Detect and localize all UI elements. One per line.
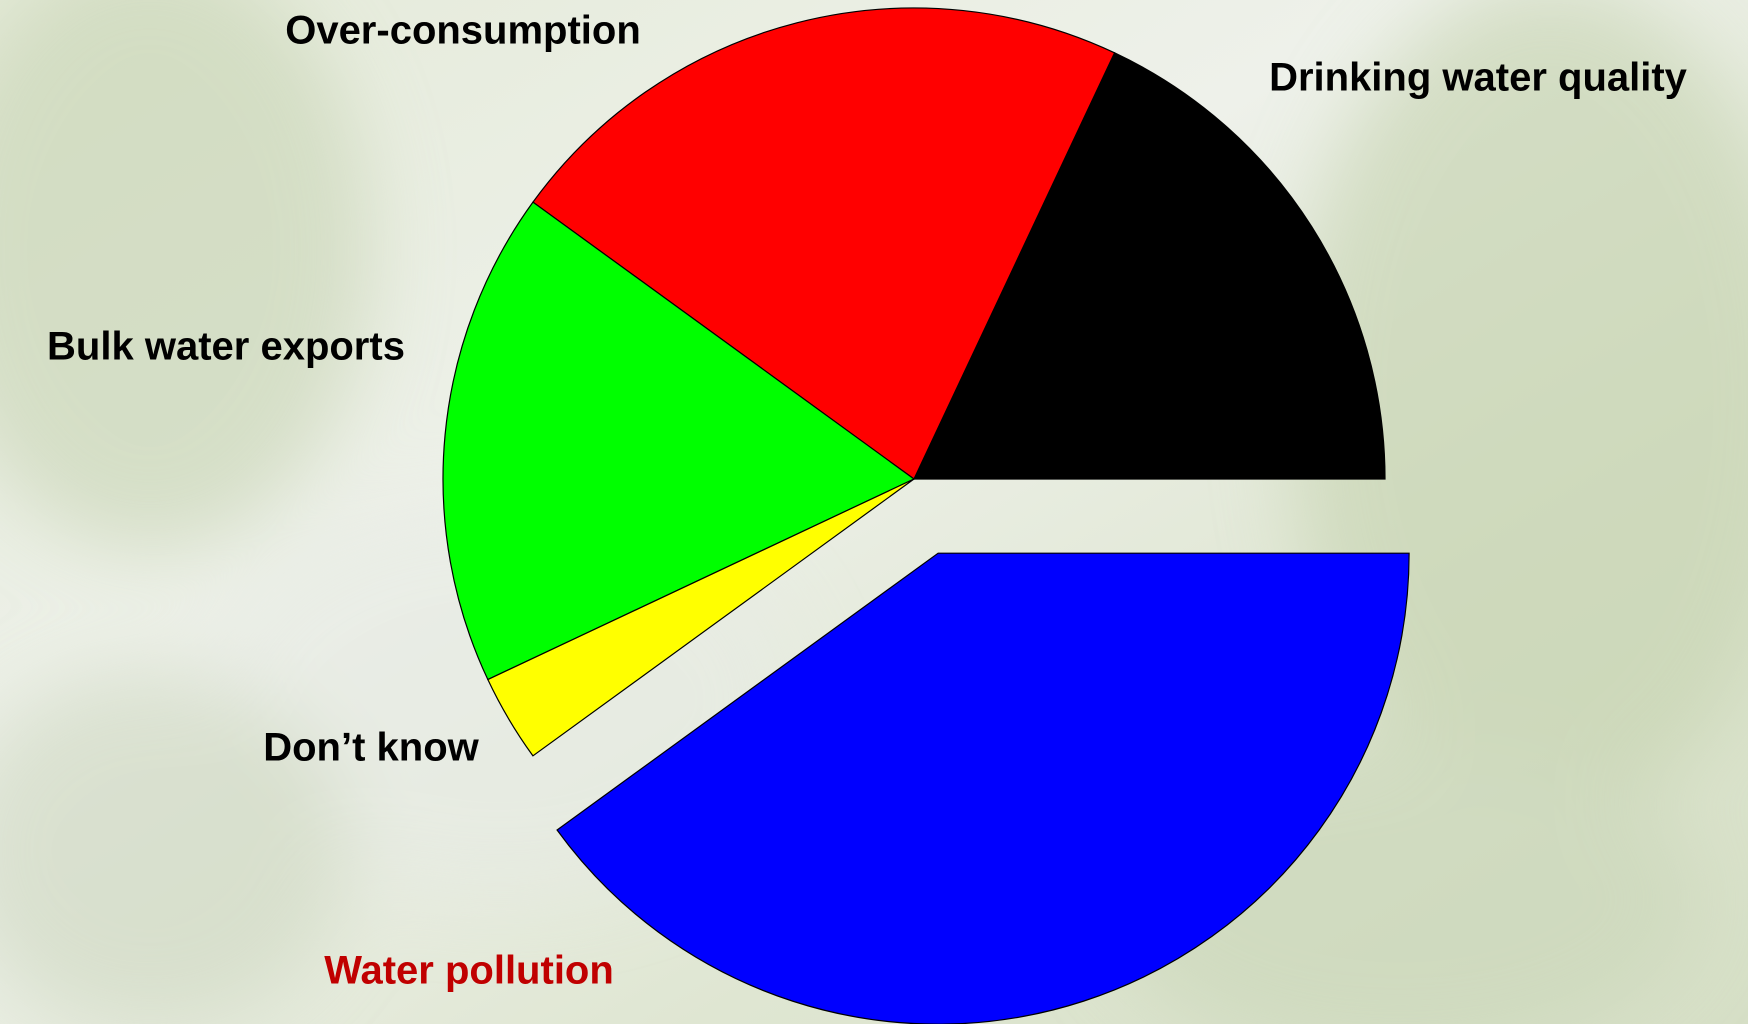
slice-label: Over-consumption [285,9,641,53]
pie-slice [487,478,915,757]
pie-slice [442,201,916,681]
slice-label: Don’t know [263,726,479,770]
labels: Drinking water quality Over-consumption Bu… [47,9,1688,993]
pie [442,7,1410,1024]
slice-label: Bulk water exports [47,325,405,369]
slice-label: Water pollution [324,949,614,993]
pie-slice [532,7,1116,480]
pie-slice [913,52,1386,480]
slice-label: Drinking water quality [1269,56,1688,100]
pie-slice [556,552,1410,1024]
